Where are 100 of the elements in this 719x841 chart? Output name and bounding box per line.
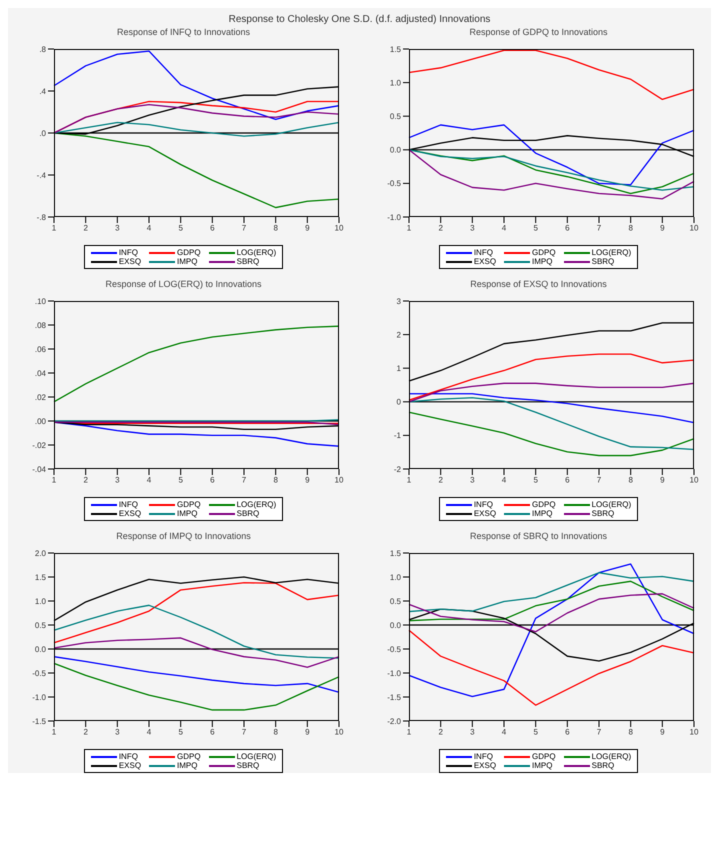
y-tick-label: 1: [396, 364, 402, 374]
legend-label: GDPQ: [532, 752, 556, 761]
legend-label: LOG(ERQ): [592, 752, 632, 761]
x-tick-label: 9: [305, 224, 310, 233]
y-tick-label: .4: [39, 86, 47, 96]
x-tick-label: 10: [334, 224, 344, 233]
x-tick-label: 8: [628, 728, 634, 737]
y-tick-label: -0.5: [387, 179, 402, 188]
y-tick-label: 1.0: [390, 78, 402, 88]
x-tick-label: 7: [242, 476, 247, 485]
y-tick-label: -1.0: [387, 668, 402, 678]
x-tick-label: 1: [52, 728, 57, 737]
y-tick-label: .08: [34, 320, 47, 330]
x-tick-label: 3: [470, 224, 476, 233]
y-tick-label: -.4: [36, 170, 47, 180]
x-tick-label: 5: [178, 476, 184, 485]
legend-label: IMPQ: [177, 509, 198, 518]
y-tick-label: 0.5: [390, 112, 402, 122]
x-tick-label: 2: [83, 224, 88, 233]
x-tick-label: 1: [52, 224, 57, 233]
x-tick-label: 1: [52, 476, 57, 485]
chart-title: Response of SBRQ to Innovations: [468, 531, 608, 543]
x-tick-label: 10: [690, 728, 699, 737]
y-tick-label: 0.0: [390, 620, 402, 630]
y-tick-label: -0.5: [387, 644, 402, 654]
legend-label: INFQ: [118, 248, 138, 257]
x-tick-label: 9: [660, 728, 666, 737]
legend-label: INFQ: [118, 500, 138, 509]
x-tick-label: 2: [438, 224, 444, 233]
x-tick-label: 7: [596, 476, 602, 485]
y-tick-label: .10: [34, 296, 47, 306]
x-tick-label: 9: [305, 476, 310, 485]
x-tick-label: 8: [273, 728, 278, 737]
x-tick-label: 10: [690, 224, 699, 233]
x-tick-label: 2: [83, 476, 88, 485]
legend-label: IMPQ: [532, 761, 552, 770]
x-tick-label: 5: [533, 224, 538, 233]
legend-label: EXSQ: [474, 761, 496, 770]
y-tick-label: -2.0: [387, 716, 402, 726]
legend-label: SBRQ: [592, 509, 614, 518]
x-tick-label: 8: [628, 224, 634, 233]
y-tick-label: -1: [394, 431, 402, 440]
x-tick-label: 8: [273, 476, 278, 485]
x-tick-label: 7: [242, 728, 247, 737]
x-tick-label: 5: [533, 476, 538, 485]
y-tick-label: -2: [394, 464, 402, 474]
legend-label: EXSQ: [118, 509, 142, 518]
x-tick-label: 4: [146, 476, 152, 485]
legend-label: GDPQ: [532, 248, 556, 257]
y-tick-label: 1.5: [34, 572, 47, 582]
chart-title: Response of LOG(ERQ) to Innovations: [104, 279, 263, 291]
x-tick-label: 3: [115, 476, 120, 485]
legend-label: EXSQ: [474, 509, 496, 518]
x-tick-label: 10: [690, 476, 699, 485]
x-tick-label: 2: [438, 728, 444, 737]
y-tick-label: .04: [34, 368, 47, 378]
chart-title: Response of IMPQ to Innovations: [115, 531, 252, 543]
legend-label: GDPQ: [177, 752, 201, 761]
legend-label: EXSQ: [118, 257, 142, 266]
x-tick-label: 10: [334, 728, 344, 737]
legend-label: GDPQ: [177, 500, 201, 509]
x-tick-label: 6: [565, 476, 570, 485]
text: Response to Cholesky One S.D. (d.f. adjusted) Innovations: [228, 13, 492, 27]
legend-label: LOG(ERQ): [592, 248, 632, 257]
x-tick-label: 8: [628, 476, 634, 485]
x-tick-label: 10: [334, 476, 344, 485]
legend-label: SBRQ: [236, 509, 260, 518]
x-tick-label: 3: [115, 728, 120, 737]
legend-label: SBRQ: [592, 257, 614, 266]
legend-label: SBRQ: [236, 257, 260, 266]
legend-label: SBRQ: [236, 761, 260, 770]
y-tick-label: 0: [396, 398, 402, 407]
legend-label: IMPQ: [177, 257, 198, 266]
legend-label: IMPQ: [177, 761, 198, 770]
x-tick-label: 3: [470, 728, 476, 737]
y-tick-label: -1.5: [32, 716, 47, 726]
y-tick-label: 2: [396, 330, 402, 340]
x-tick-label: 7: [596, 728, 602, 737]
y-tick-label: -1.0: [32, 692, 47, 702]
chart-title: Response of GDPQ to Innovations: [468, 27, 609, 39]
chart-title: Response of EXSQ to Innovations: [469, 279, 608, 291]
x-tick-label: 4: [146, 224, 152, 233]
x-tick-label: 4: [146, 728, 152, 737]
y-tick-label: -0.5: [32, 668, 47, 678]
legend-label: LOG(ERQ): [592, 500, 632, 509]
y-tick-label: 0.0: [34, 644, 47, 654]
y-tick-label: -.8: [36, 212, 47, 222]
x-tick-label: 4: [502, 476, 507, 485]
x-tick-label: 6: [210, 728, 216, 737]
x-tick-label: 4: [502, 728, 507, 737]
y-tick-label: -.02: [32, 440, 47, 450]
x-tick-label: 1: [406, 728, 412, 737]
x-tick-label: 4: [502, 224, 507, 233]
y-tick-label: 1.0: [390, 572, 402, 582]
x-tick-label: 6: [565, 728, 570, 737]
legend-label: LOG(ERQ): [236, 500, 276, 509]
legend-label: LOG(ERQ): [236, 752, 276, 761]
legend-label: LOG(ERQ): [236, 248, 276, 257]
legend-label: IMPQ: [532, 257, 552, 266]
legend-label: INFQ: [474, 500, 493, 509]
